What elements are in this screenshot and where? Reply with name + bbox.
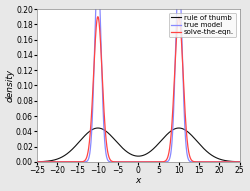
rule of thumb (71, 148, 74, 151)
true model (71, 161, 74, 163)
rule of thumb (36, 161, 38, 163)
solve-the-eqn. (113, 161, 116, 163)
solve-the-eqn. (212, 161, 216, 163)
true model (212, 161, 216, 163)
rule of thumb (96, 127, 100, 129)
solve-the-eqn. (71, 161, 74, 163)
rule of thumb (234, 160, 237, 163)
solve-the-eqn. (234, 161, 237, 163)
solve-the-eqn. (59, 161, 62, 163)
true model (36, 161, 38, 163)
true model (234, 161, 237, 163)
solve-the-eqn. (96, 16, 100, 18)
rule of thumb (122, 148, 125, 150)
solve-the-eqn. (238, 161, 241, 163)
true model (59, 161, 62, 163)
rule of thumb (113, 139, 116, 141)
solve-the-eqn. (36, 161, 38, 163)
true model (113, 161, 116, 163)
rule of thumb (212, 155, 216, 158)
X-axis label: x: x (136, 176, 141, 185)
solve-the-eqn. (122, 161, 125, 163)
Legend: rule of thumb, true model, solve-the-eqn.: rule of thumb, true model, solve-the-eqn… (169, 13, 236, 37)
true model (122, 161, 125, 163)
rule of thumb (59, 157, 62, 159)
Line: rule of thumb: rule of thumb (37, 128, 240, 162)
rule of thumb (238, 161, 241, 163)
Line: true model: true model (37, 0, 240, 162)
Y-axis label: density: density (6, 69, 15, 102)
Line: solve-the-eqn.: solve-the-eqn. (37, 17, 240, 162)
true model (238, 161, 241, 163)
